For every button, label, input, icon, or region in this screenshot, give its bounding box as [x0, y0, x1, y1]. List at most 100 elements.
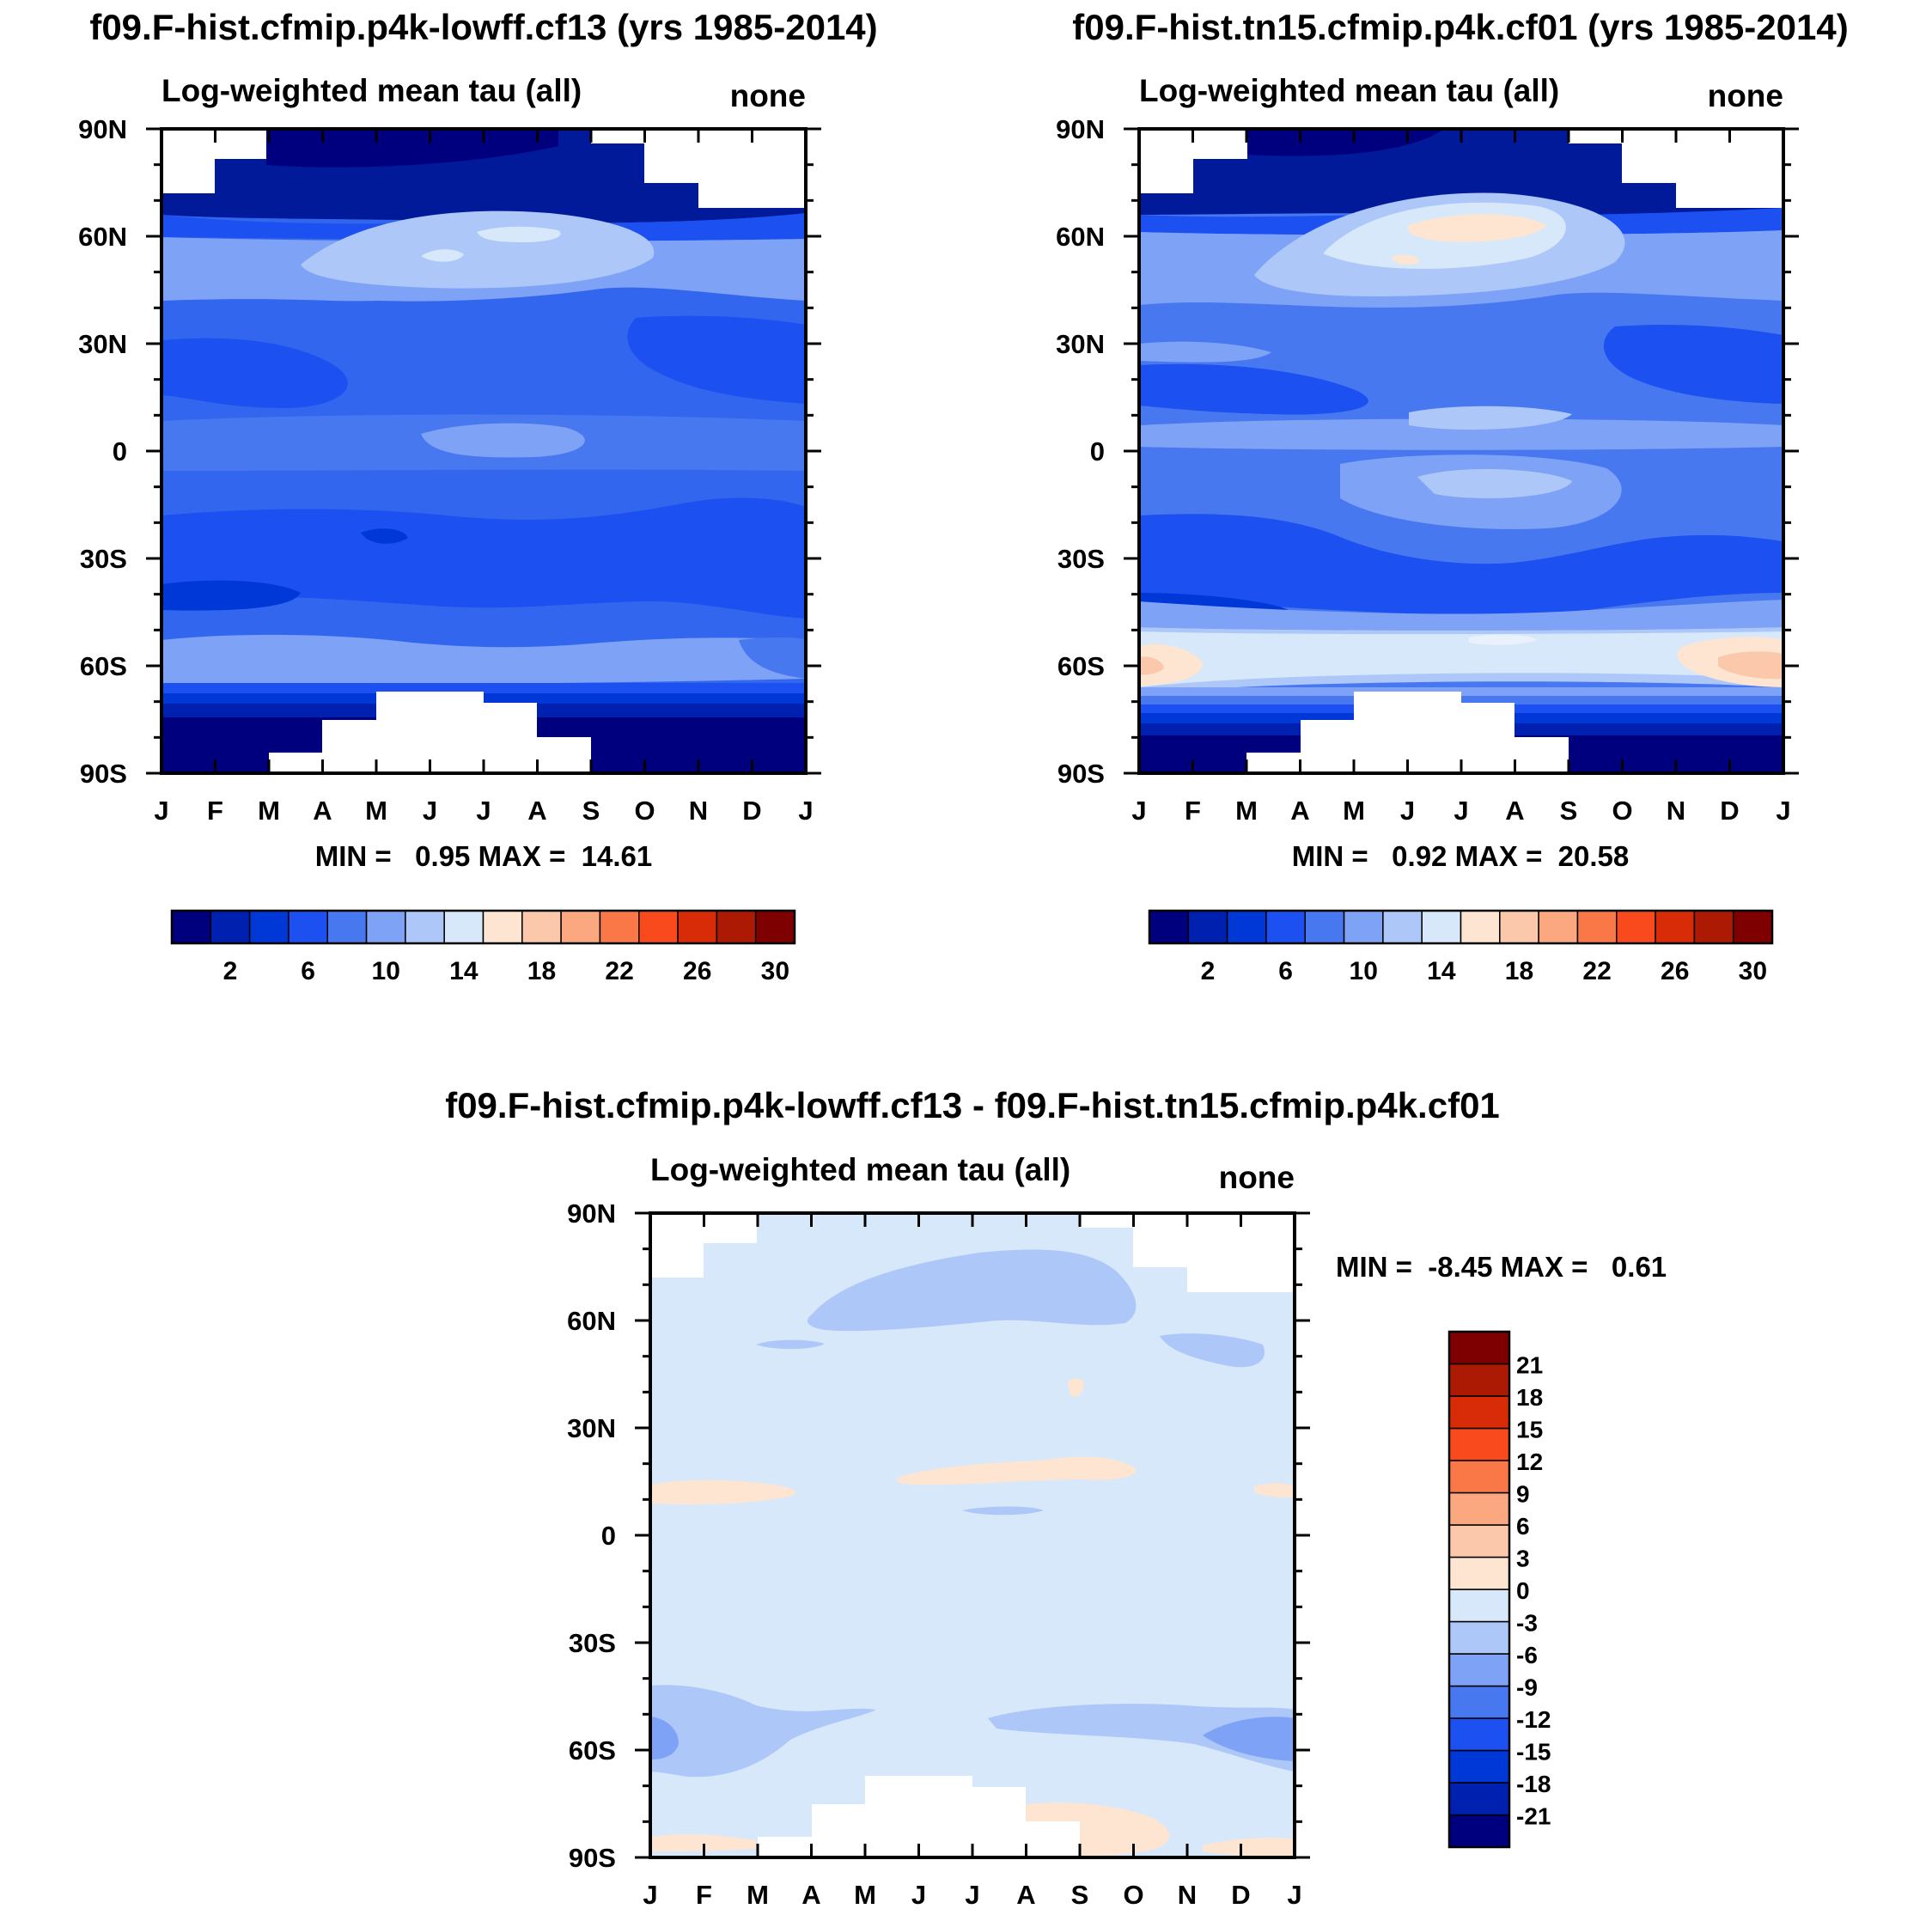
nh-subtropic-dark-right — [1603, 325, 1783, 404]
y-tick-label: 30S — [1057, 544, 1105, 574]
nh-band-palest — [421, 226, 561, 262]
colorbar-label: 0 — [1516, 1577, 1530, 1604]
nh-band-peach — [1392, 214, 1546, 265]
x-tick-label: M — [1343, 796, 1365, 826]
missing-south — [1246, 692, 1569, 773]
panel-2-stats: MIN = 0.92 MAX = 20.58 — [1292, 840, 1630, 872]
so-band-light-right — [739, 637, 806, 679]
x-tick-label: D — [742, 796, 761, 826]
colorbar-box — [1655, 910, 1696, 944]
nh-subtropic-dark-right — [627, 315, 806, 404]
equator-paleblue — [421, 423, 585, 458]
colorbar-box — [288, 910, 328, 944]
colorbar-box — [1226, 910, 1267, 944]
x-tick-label: N — [689, 796, 708, 826]
x-tick-label: N — [1178, 1880, 1197, 1910]
x-tick-label: A — [1016, 1880, 1035, 1910]
panel-3-colorbar: 21 18 15 12 9 6 3 0 -3 -6 -9 -12 -15 -18 -21 — [1447, 1330, 1551, 1849]
colorbar-label: 22 — [605, 957, 633, 985]
colorbar-box — [1149, 910, 1190, 944]
x-tick-label: J — [1287, 1880, 1301, 1910]
y-tick-label: 60S — [569, 1735, 616, 1766]
colorbar-box — [1499, 910, 1539, 944]
colorbar-box — [1187, 910, 1228, 944]
y-tick-label: 30S — [569, 1628, 616, 1658]
colorbar-box — [1448, 1589, 1510, 1623]
x-tick-label: J — [1400, 796, 1415, 826]
x-tick-label: D — [1720, 796, 1739, 826]
panel-3-right-label: none — [1219, 1160, 1295, 1195]
panel-2-ticks — [1124, 127, 1799, 775]
y-tick-label: 0 — [601, 1521, 616, 1551]
colorbar-outline — [1148, 909, 1774, 945]
colorbar-label: 9 — [1516, 1481, 1530, 1508]
colorbar-outline — [1447, 1330, 1511, 1849]
sh-subtropic-dark — [1139, 514, 1783, 615]
eq-positive-right — [1254, 1483, 1295, 1498]
y-tick-label: 30N — [567, 1413, 616, 1443]
colorbar-box — [1448, 1620, 1510, 1655]
colorbar-box — [1304, 910, 1345, 944]
colorbar-label: 26 — [683, 957, 711, 985]
eq-positive-center — [896, 1456, 1136, 1485]
nh-negative-right — [1160, 1333, 1265, 1368]
colorbar-box — [1448, 1717, 1510, 1752]
panel-3-title: f09.F-hist.cfmip.p4k-lowff.cf13 - f09.F-… — [445, 1085, 1500, 1125]
nh-subtropic-lightblue — [1139, 341, 1271, 363]
colorbar-box — [1448, 1331, 1510, 1365]
ant-positive-right — [1203, 1837, 1295, 1857]
x-tick-label: O — [1612, 796, 1632, 826]
colorbar-label: 6 — [1516, 1513, 1530, 1540]
colorbar-label: 18 — [1516, 1384, 1543, 1411]
colorbar-label: -12 — [1516, 1706, 1551, 1733]
arctic-band-darkest — [266, 129, 558, 168]
nh-negative-blob — [808, 1249, 1137, 1332]
panel-3-ticks — [635, 1211, 1310, 1859]
panel-3-axis-labels: J F M A M J J A S O N D J 90N 60N 30N 0 30S 60S 90S — [567, 1198, 1302, 1910]
colorbar-box — [1448, 1427, 1510, 1461]
ant-band-1 — [162, 683, 806, 693]
colorbar-box — [1343, 910, 1384, 944]
x-tick-label: J — [423, 796, 437, 826]
so-salmon-right — [1718, 651, 1783, 680]
colorbar-box — [171, 910, 212, 944]
x-tick-label: A — [313, 796, 332, 826]
colorbar-label: 26 — [1661, 957, 1689, 985]
colorbar-label: -9 — [1516, 1674, 1538, 1701]
colorbar-box — [1265, 910, 1306, 944]
colorbar-box — [482, 910, 523, 944]
x-tick-label: O — [1123, 1880, 1143, 1910]
x-tick-label: D — [1231, 1880, 1250, 1910]
colorbar-label: 10 — [372, 957, 400, 985]
x-tick-label: S — [582, 796, 600, 826]
colorbar-label: 2 — [1201, 957, 1216, 985]
nh-band-paleblue — [301, 210, 655, 289]
y-tick-label: 30S — [80, 544, 127, 574]
y-tick-label: 90N — [78, 114, 127, 144]
missing-south — [269, 692, 591, 773]
x-tick-label: A — [527, 796, 546, 826]
x-tick-label: F — [207, 796, 223, 826]
panel-1-field — [162, 129, 806, 773]
x-tick-label: J — [1776, 796, 1790, 826]
colorbar-label: 2 — [223, 957, 238, 985]
panel-2: f09.F-hist.tn15.cfmip.p4k.cf01 (yrs 1985… — [1056, 7, 1849, 985]
panel-1-right-label: none — [730, 78, 806, 113]
y-tick-label: 90N — [567, 1198, 616, 1229]
colorbar-box — [443, 910, 485, 944]
so-peach-left — [1139, 643, 1203, 686]
colorbar-box — [1732, 910, 1773, 944]
colorbar-label: -21 — [1516, 1803, 1551, 1830]
colorbar-label: 12 — [1516, 1448, 1543, 1475]
panel-3: f09.F-hist.cfmip.p4k-lowff.cf13 - f09.F-… — [445, 1085, 1667, 1910]
colorbar-box — [405, 910, 445, 944]
colorbar-label: 6 — [301, 957, 315, 985]
panel-3-left-label: Log-weighted mean tau (all) — [650, 1152, 1070, 1187]
colorbar-box — [210, 910, 251, 944]
y-tick-label: 60S — [80, 651, 127, 681]
so-negative-left — [650, 1685, 876, 1778]
panel-2-field — [1139, 129, 1783, 773]
x-tick-label: J — [965, 1880, 979, 1910]
x-tick-label: M — [747, 1880, 769, 1910]
x-tick-label: J — [911, 1880, 926, 1910]
